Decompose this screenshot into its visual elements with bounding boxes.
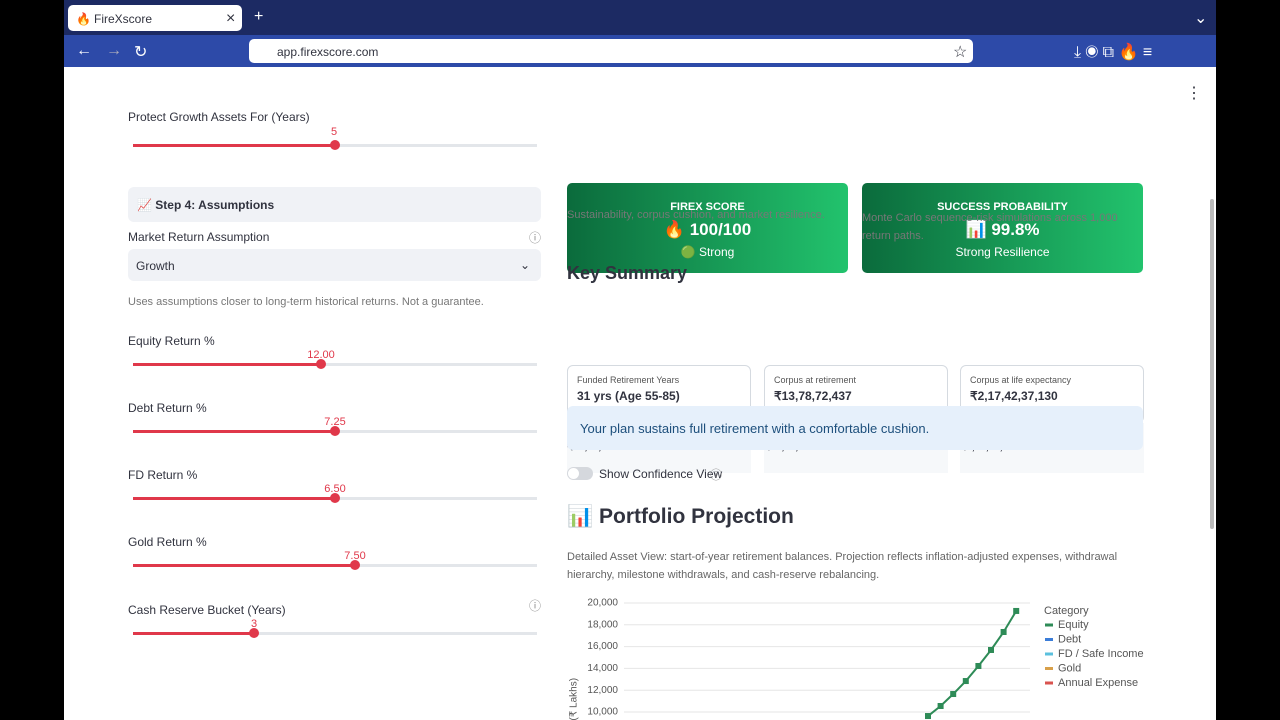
slider-track [133,426,537,436]
select-value: Growth [136,259,175,273]
score-card: FIREX SCORE 🔥 100/100 🟢 Strong [567,183,848,273]
legend-label: FD / Safe Income [1058,648,1144,660]
metric-value: 31 yrs (Age 55-85) [577,389,680,403]
section-title: 📊 Portfolio Projection [567,505,794,528]
metric-label: Corpus at retirement [774,375,857,385]
slider-label: Equity Return % [128,334,215,348]
point [962,678,969,685]
slider-knob[interactable] [350,560,360,570]
y-axis-label: t (₹ Lakhs) [569,678,580,720]
metric-value: ₹2,17,42,37,130 [970,389,1058,403]
slider-knob[interactable] [330,426,340,436]
card-caption: Sustainability, corpus cushion, and mark… [567,209,825,221]
slider-label: Cash Reserve Bucket (Years) [128,603,286,617]
probability-card: SUCCESS PROBABILITY 📊 99.8% Strong Resilie… [862,183,1143,273]
y-tick-label: 20,000 [587,598,618,609]
legend-swatch [1045,623,1053,627]
card-title: FIREX SCORE [670,201,745,213]
slider-track [133,359,537,369]
toolbar: ← → ↻ app.firexscore.com ☆ ⤓ ◉ ⧉ 🔥 ≡ [64,35,1216,67]
point [975,663,982,670]
tab-bar: 🔥 FireXscore × + ⌄ [64,0,1216,35]
y-tick-label: 16,000 [587,641,618,652]
card-caption: Monte Carlo sequence-risk simulations ac… [862,212,1118,242]
slider-value: 12.00 [307,349,335,361]
url-bar[interactable]: app.firexscore.com ☆ [249,39,973,63]
slider-track [133,628,537,638]
tab[interactable]: 🔥 FireXscore × [68,5,242,31]
slider-label: Protect Growth Assets For (Years) [128,110,310,124]
y-tick-label: 14,000 [587,663,618,674]
point [937,703,944,710]
content: Protect Growth Assets For (Years) 5 📈 St… [0,67,1280,720]
description: Detailed Asset View: start-of-year retir… [567,551,1118,581]
card-sub: Strong Resilience [955,245,1050,259]
tab-title: FireXscore [94,12,153,26]
legend-label: Equity [1058,619,1089,631]
slider-knob[interactable] [330,140,340,150]
step-title: 📈 Step 4: Assumptions [137,198,275,212]
slider-knob[interactable] [316,359,326,369]
legend-label: Annual Expense [1058,677,1138,689]
select[interactable]: Growth ⌄ [128,249,541,281]
slider-value: 5 [331,126,338,138]
point [950,691,957,698]
slider-value: 7.25 [324,416,346,428]
legend-swatch [1045,681,1053,685]
select-label: Market Return Assumption [128,230,270,244]
legend-label: Debt [1058,633,1081,645]
slider-value: 6.50 [324,483,346,495]
url: app.firexscore.com [277,45,379,59]
legend-swatch [1045,667,1053,670]
slider-label: FD Return % [128,468,198,482]
slider-track [133,560,537,570]
slider-value: 7.50 [344,550,366,562]
slider-track [133,493,537,503]
metric-label: Corpus at life expectancy [970,375,1072,385]
slider-value: 3 [250,618,258,630]
card-sub: 🟢 Strong [680,245,735,259]
point [1013,607,1020,614]
line [927,610,1018,717]
slider-label: Gold Return % [128,535,207,549]
card-value: 🔥 100/100 [663,220,752,239]
y-tick-label: 10,000 [587,707,618,718]
metric-value: ₹13,78,72,437 [774,389,852,403]
toggle-label: Show Confidence View [599,467,723,481]
card-value: 📊 99.8% [965,220,1040,239]
legend-title: Category [1044,605,1089,617]
info-message: Your plan sustains full retirement with … [567,406,1143,450]
slider-knob[interactable] [249,628,259,638]
help-text: Uses assumptions closer to long-term his… [128,296,484,308]
point [925,713,931,720]
slider-label: Debt Return % [128,401,207,415]
y-tick-label: 18,000 [587,619,618,630]
slider-knob[interactable] [330,493,340,503]
legend-swatch [1045,638,1053,641]
step-header: 📈 Step 4: Assumptions [128,187,541,222]
toggle[interactable] [567,467,593,480]
message-text: Your plan sustains full retirement with … [580,421,930,436]
legend-swatch [1045,652,1053,656]
y-tick-label: 12,000 [587,685,618,696]
card-title: SUCCESS PROBABILITY [937,201,1068,213]
point [1000,628,1007,635]
legend-label: Gold [1058,662,1081,674]
section-title: Key Summary [567,263,688,283]
point [988,646,994,653]
metric-label: Funded Retirement Years [577,375,680,385]
